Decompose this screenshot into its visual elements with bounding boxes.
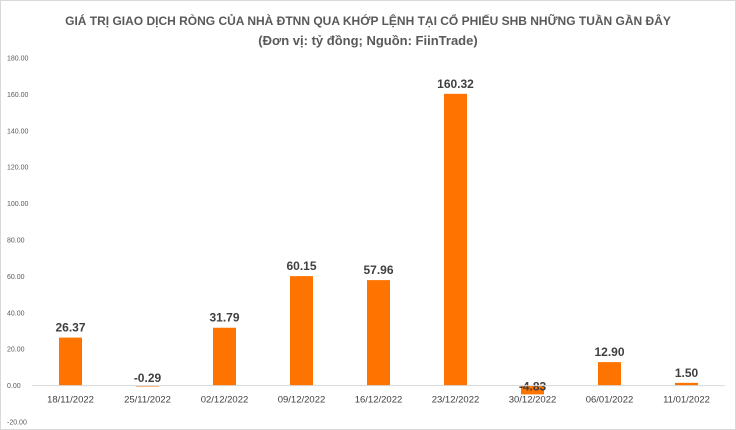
y-tick-label: 120.00 bbox=[7, 165, 29, 172]
data-label: 60.15 bbox=[286, 259, 316, 273]
bar bbox=[367, 280, 390, 386]
y-axis: -20.00 0.00 20.00 40.00 60.00 80.00 100.00 120.… bbox=[7, 56, 29, 427]
data-label: 57.96 bbox=[363, 263, 393, 277]
y-tick-label: 20.00 bbox=[7, 347, 25, 354]
x-tick-label: 30/12/2022 bbox=[509, 395, 557, 406]
data-label: 1.50 bbox=[675, 366, 699, 380]
x-axis: 18/11/2022 25/11/2022 02/12/2022 09/12/2022… bbox=[32, 385, 725, 406]
bar bbox=[675, 382, 698, 386]
y-tick-label: 140.00 bbox=[7, 128, 29, 135]
data-label: 26.37 bbox=[55, 321, 85, 335]
x-tick-label: 18/11/2022 bbox=[47, 395, 94, 406]
bars-group bbox=[59, 93, 698, 395]
data-label: 12.90 bbox=[594, 345, 624, 359]
y-tick-label: 160.00 bbox=[7, 92, 29, 99]
y-tick-label: 0.00 bbox=[7, 383, 21, 390]
data-label: -4.83 bbox=[519, 379, 547, 393]
chart-subtitle: (Đơn vị: tỷ đồng; Nguồn: FiinTrade) bbox=[258, 33, 477, 48]
y-tick-label: 100.00 bbox=[7, 201, 29, 208]
chart-title: GIÁ TRỊ GIAO DỊCH RÒNG CỦA NHÀ ĐTNN QUA … bbox=[65, 13, 671, 28]
data-label: 31.79 bbox=[209, 311, 239, 325]
bar bbox=[213, 327, 236, 386]
y-tick-label: -20.00 bbox=[7, 420, 27, 427]
x-tick-label: 25/11/2022 bbox=[124, 395, 171, 406]
bar bbox=[598, 362, 621, 386]
y-tick-label: 80.00 bbox=[7, 238, 25, 245]
x-tick-label: 23/12/2022 bbox=[432, 395, 480, 406]
bar bbox=[444, 93, 467, 386]
y-tick-label: 40.00 bbox=[7, 310, 25, 317]
y-tick-label: 180.00 bbox=[7, 56, 29, 63]
x-tick-label: 16/12/2022 bbox=[355, 395, 403, 406]
bar bbox=[290, 276, 313, 386]
data-label: 160.32 bbox=[437, 77, 474, 91]
bar bbox=[59, 337, 82, 386]
data-label: -0.29 bbox=[134, 371, 162, 385]
bar bbox=[521, 385, 544, 395]
x-tick-label: 09/12/2022 bbox=[278, 395, 326, 406]
y-tick-label: 60.00 bbox=[7, 274, 25, 281]
x-tick-label: 11/01/2022 bbox=[663, 395, 710, 406]
x-tick-label: 02/12/2022 bbox=[201, 395, 249, 406]
x-tick-label: 06/01/2022 bbox=[586, 395, 634, 406]
data-labels-group: 26.37 -0.29 31.79 60.15 57.96 160.32 -4.83 12.9… bbox=[55, 77, 698, 394]
